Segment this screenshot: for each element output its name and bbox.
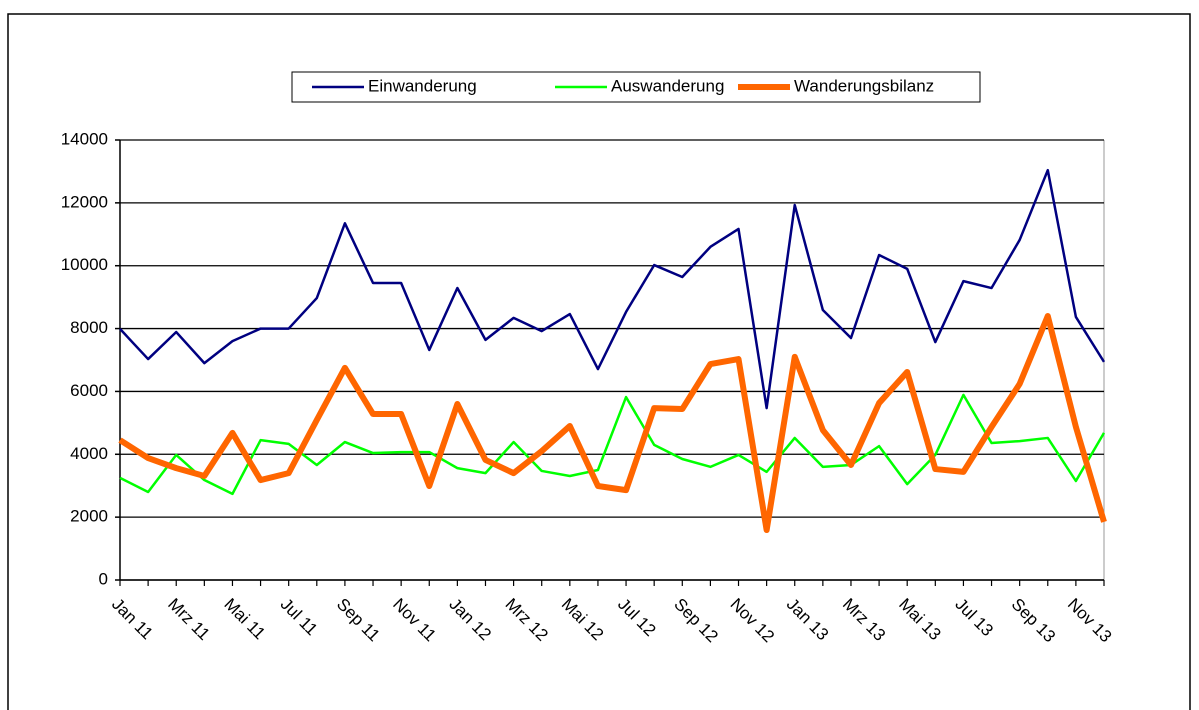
y-tick-label: 6000 — [70, 381, 108, 400]
y-tick-label: 10000 — [61, 255, 108, 274]
data-line — [119, 393, 1106, 496]
y-tick-label: 0 — [99, 569, 108, 588]
legend-label: Auswanderung — [611, 76, 724, 95]
legend-box — [291, 71, 981, 103]
data-line — [118, 313, 1107, 534]
y-tick-label: 8000 — [70, 318, 108, 337]
legend-label: Wanderungsbilanz — [794, 76, 934, 95]
data-line — [119, 168, 1106, 410]
legend-label: Einwanderung — [368, 76, 477, 95]
y-tick-label: 12000 — [61, 192, 108, 211]
y-tick-label: 14000 — [61, 129, 108, 148]
y-tick-label: 4000 — [70, 444, 108, 463]
y-tick-label: 2000 — [70, 507, 108, 526]
